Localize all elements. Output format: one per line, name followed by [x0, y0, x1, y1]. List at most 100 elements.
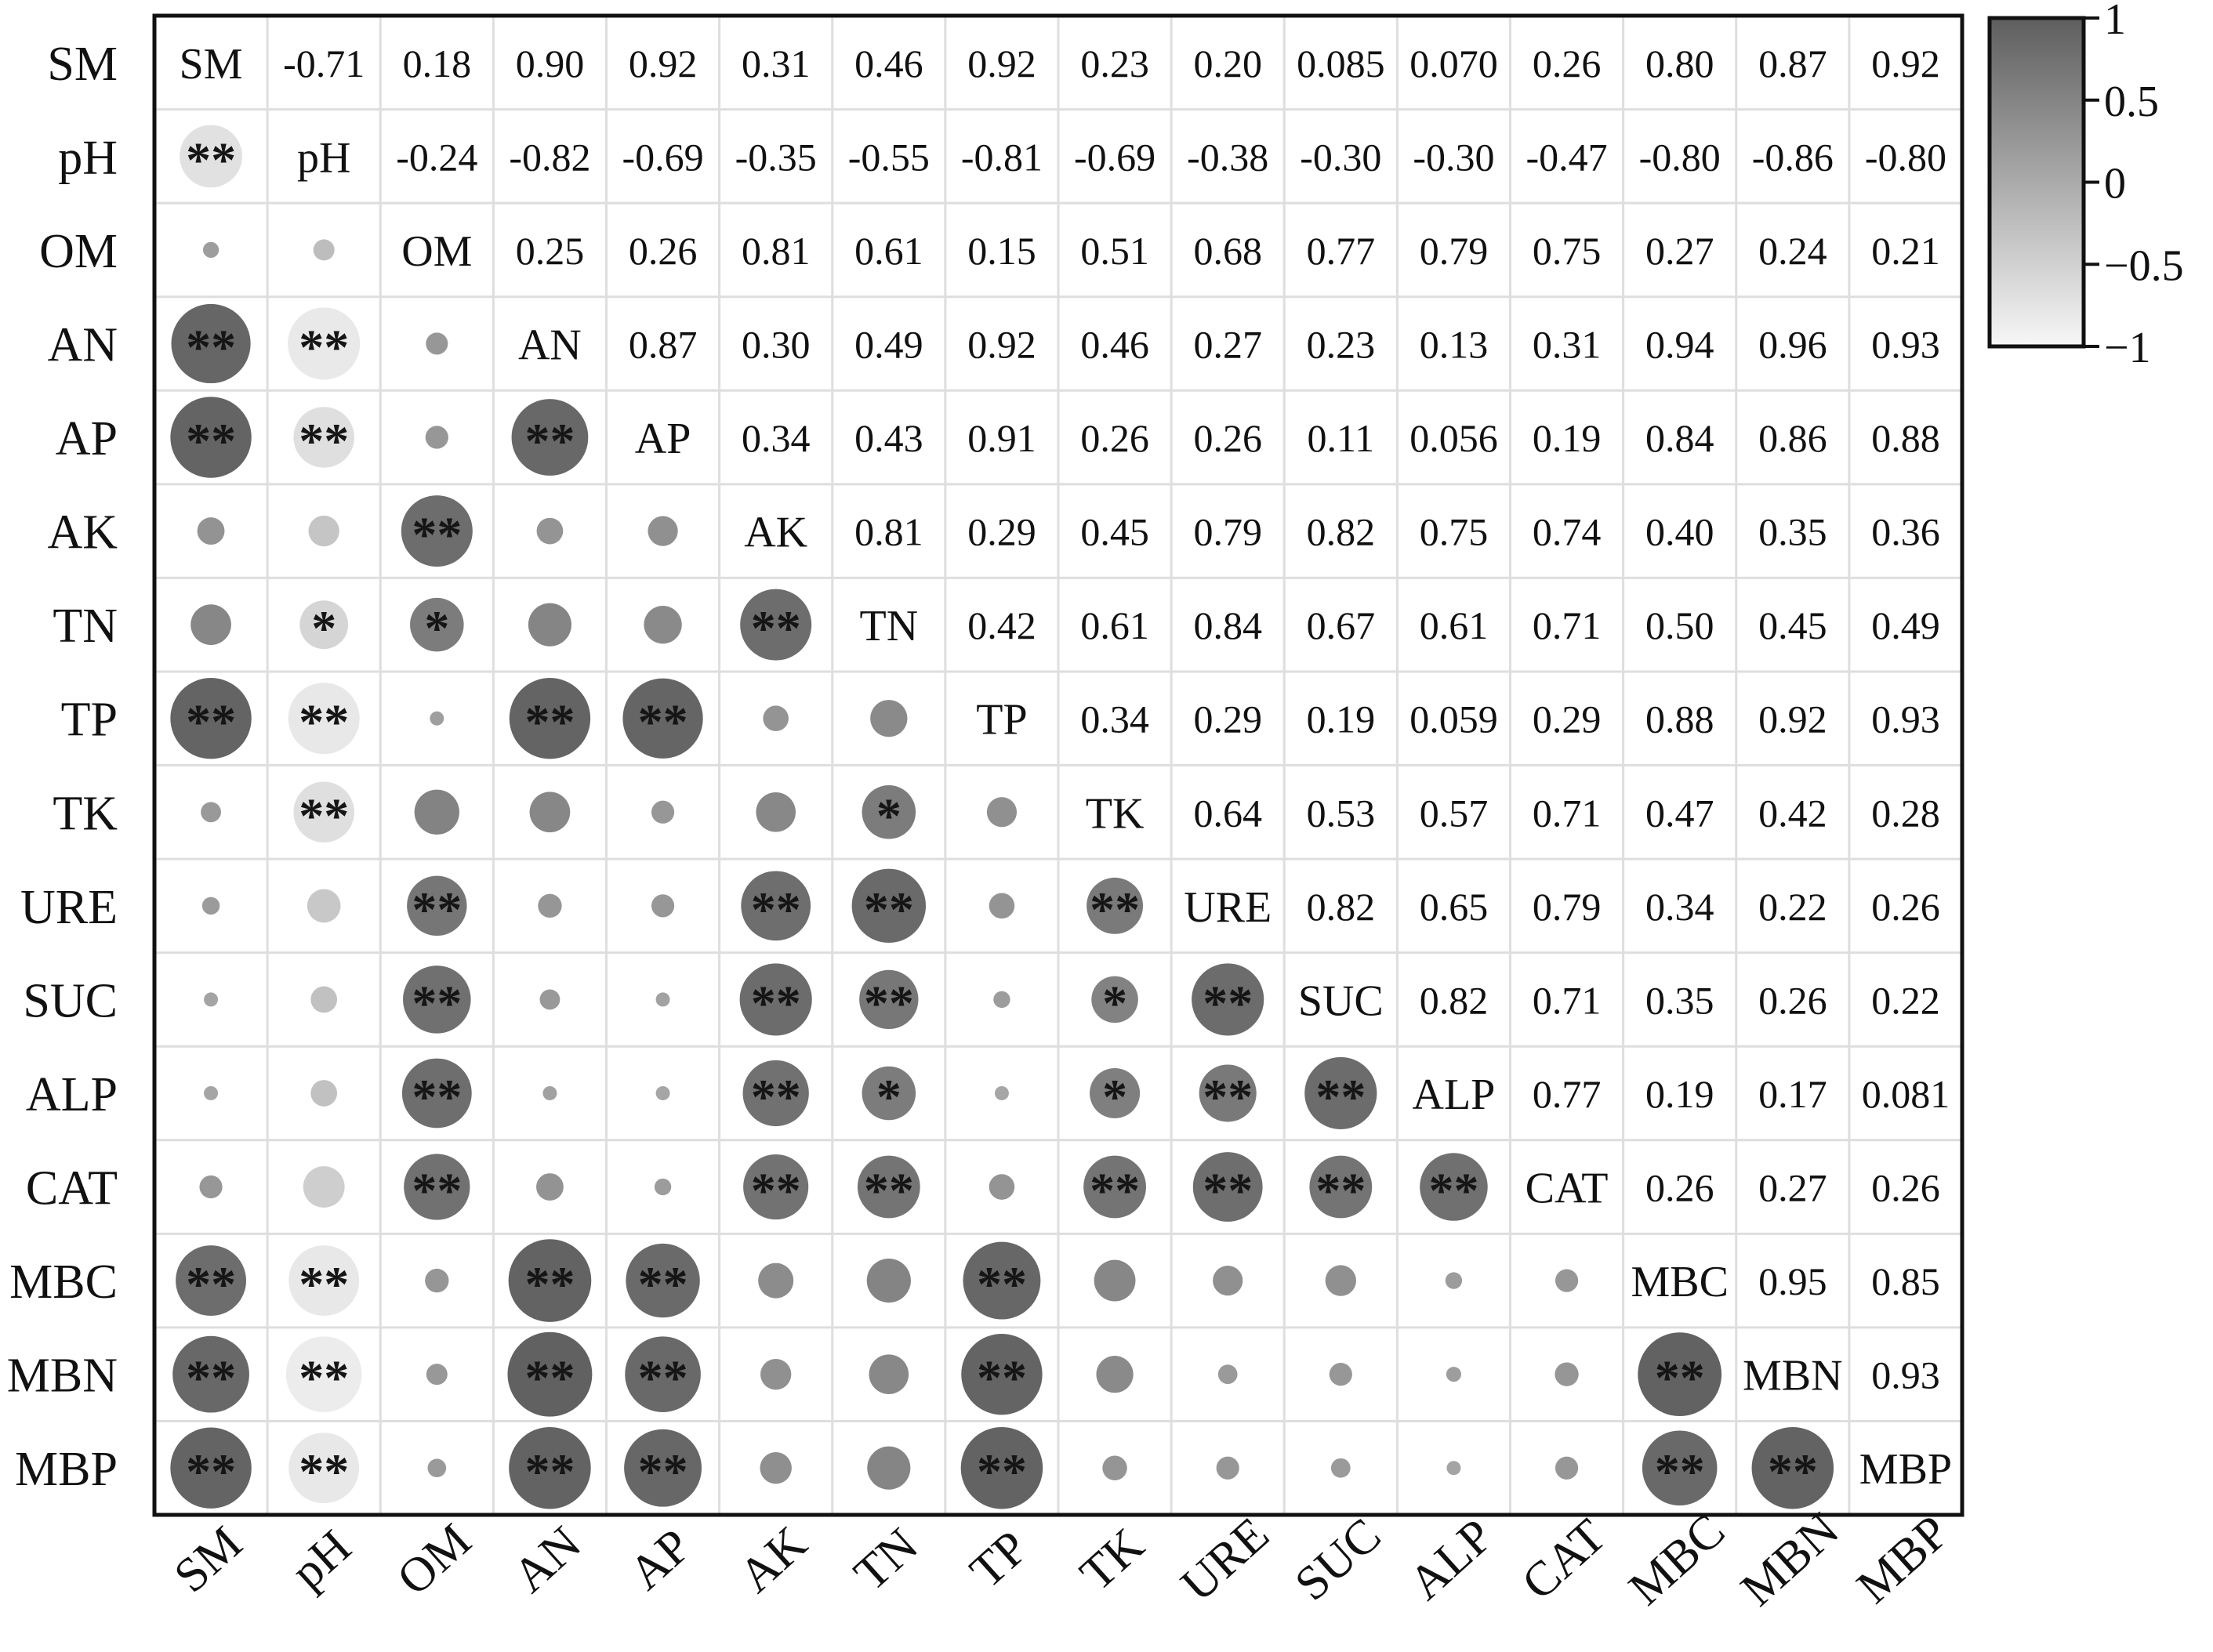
significance-marker: ** — [186, 1350, 236, 1406]
correlation-value: 0.31 — [1533, 322, 1602, 366]
correlation-value: 0.93 — [1871, 1353, 1940, 1397]
correlation-circle — [960, 1426, 1043, 1509]
correlation-value: 0.71 — [1533, 978, 1602, 1022]
correlation-value: 0.26 — [1871, 885, 1940, 929]
correlation-circle — [1083, 1155, 1146, 1219]
correlation-value: -0.82 — [509, 135, 590, 179]
correlation-value: 0.49 — [854, 322, 923, 366]
correlation-circles — [170, 125, 1834, 1509]
colorbar-tick-label: −1 — [2104, 324, 2151, 372]
significance-marker: ** — [1315, 1163, 1366, 1219]
correlation-circle — [509, 1426, 591, 1509]
correlation-value: 0.61 — [854, 229, 923, 273]
correlation-circle — [288, 307, 361, 380]
row-label-mbn: MBN — [7, 1349, 118, 1403]
column-label-tn: TN — [844, 1518, 928, 1601]
correlation-value: 0.30 — [742, 322, 811, 366]
significance-marker: ** — [299, 413, 349, 469]
significance-marker: ** — [1203, 1163, 1253, 1219]
significance-marker: ** — [524, 694, 575, 750]
correlation-circle — [171, 303, 251, 384]
correlation-value: 0.96 — [1758, 322, 1827, 366]
significance-marker: ** — [977, 1444, 1027, 1499]
correlation-circle — [427, 1458, 447, 1478]
correlation-circle — [199, 1175, 223, 1199]
colorbar-tick-label: 0 — [2104, 160, 2126, 208]
correlation-circle — [1420, 1153, 1488, 1221]
significance-marker: * — [1102, 1069, 1127, 1125]
cell-labels: SM -0.71 0.18 0.90 0.92 0.31 0.46 0.92 0.23 0.20 0… — [180, 40, 1952, 1499]
correlation-circle — [866, 1258, 911, 1303]
correlation-circle — [1090, 1067, 1141, 1118]
significance-marker: ** — [1315, 1069, 1366, 1125]
correlation-circle — [1087, 877, 1144, 934]
correlation-value: 0.070 — [1409, 42, 1498, 85]
correlation-value: 0.82 — [1307, 885, 1376, 929]
correlation-value: -0.30 — [1413, 135, 1494, 179]
correlation-circle — [655, 992, 670, 1007]
correlation-circle — [404, 1154, 470, 1220]
correlation-value: 0.93 — [1871, 697, 1940, 741]
correlation-value: 0.50 — [1645, 603, 1714, 647]
significance-marker: ** — [299, 1444, 349, 1499]
correlation-value: 0.88 — [1645, 697, 1714, 741]
correlation-circle — [1217, 1364, 1238, 1385]
diagonal-label-cat: CAT — [1526, 1165, 1609, 1213]
correlation-circle — [204, 992, 219, 1007]
correlation-value: 0.26 — [629, 229, 698, 273]
correlation-circle — [293, 781, 354, 843]
correlation-circle — [401, 495, 473, 567]
significance-marker: ** — [751, 600, 801, 656]
correlation-circle — [425, 1268, 449, 1293]
correlation-value: 0.75 — [1533, 229, 1602, 273]
correlation-circle — [410, 597, 464, 652]
correlation-circle — [993, 991, 1010, 1009]
correlation-value: 0.25 — [516, 229, 585, 273]
correlation-value: 0.17 — [1758, 1072, 1827, 1116]
diagonal-label-tn: TN — [859, 602, 918, 650]
column-label-sm: SM — [165, 1516, 252, 1603]
correlation-value: 0.27 — [1193, 322, 1262, 366]
significance-marker: ** — [412, 975, 462, 1031]
correlation-circle — [201, 802, 221, 823]
correlation-value: 0.27 — [1645, 229, 1714, 273]
row-label-tk: TK — [53, 787, 118, 840]
significance-marker: ** — [751, 882, 801, 937]
correlation-value: 0.29 — [967, 510, 1036, 554]
correlation-circle — [172, 1335, 249, 1413]
correlation-circle — [867, 1446, 911, 1490]
correlation-circle — [425, 426, 448, 449]
significance-marker: ** — [524, 1256, 575, 1312]
correlation-value: 0.90 — [516, 42, 585, 85]
significance-marker: ** — [412, 507, 462, 563]
row-label-ap: AP — [56, 412, 118, 466]
correlation-value: -0.80 — [1639, 135, 1721, 179]
correlation-value: -0.80 — [1865, 135, 1946, 179]
correlation-value: 0.84 — [1193, 603, 1262, 647]
correlation-value: 0.26 — [1533, 42, 1602, 85]
correlation-circle — [1329, 1363, 1352, 1386]
diagonal-label-alp: ALP — [1413, 1071, 1496, 1119]
column-label-tp: TP — [960, 1521, 1038, 1599]
correlation-value: 0.61 — [1080, 603, 1149, 647]
correlation-circle — [622, 678, 703, 759]
correlation-circle — [760, 1451, 792, 1484]
diagonal-label-ph: pH — [297, 133, 350, 182]
significance-marker: ** — [1203, 975, 1253, 1031]
correlation-circle — [859, 969, 919, 1030]
correlation-circle — [288, 1245, 360, 1317]
significance-marker: ** — [638, 694, 688, 750]
column-label-ak: AK — [729, 1516, 817, 1603]
correlation-value: 0.71 — [1533, 603, 1602, 647]
correlation-circle — [994, 1085, 1009, 1100]
significance-marker: ** — [186, 694, 236, 750]
correlation-circle — [870, 700, 908, 737]
diagonal-label-suc: SUC — [1298, 976, 1384, 1025]
diagonal-label-sm: SM — [180, 40, 243, 89]
correlation-value: 0.80 — [1645, 42, 1714, 85]
significance-marker: ** — [751, 1069, 801, 1125]
colorbar-tick-label: 1 — [2104, 0, 2126, 44]
row-label-an: AN — [47, 318, 118, 371]
correlation-circle — [426, 332, 448, 355]
correlation-circle — [1330, 1458, 1351, 1478]
